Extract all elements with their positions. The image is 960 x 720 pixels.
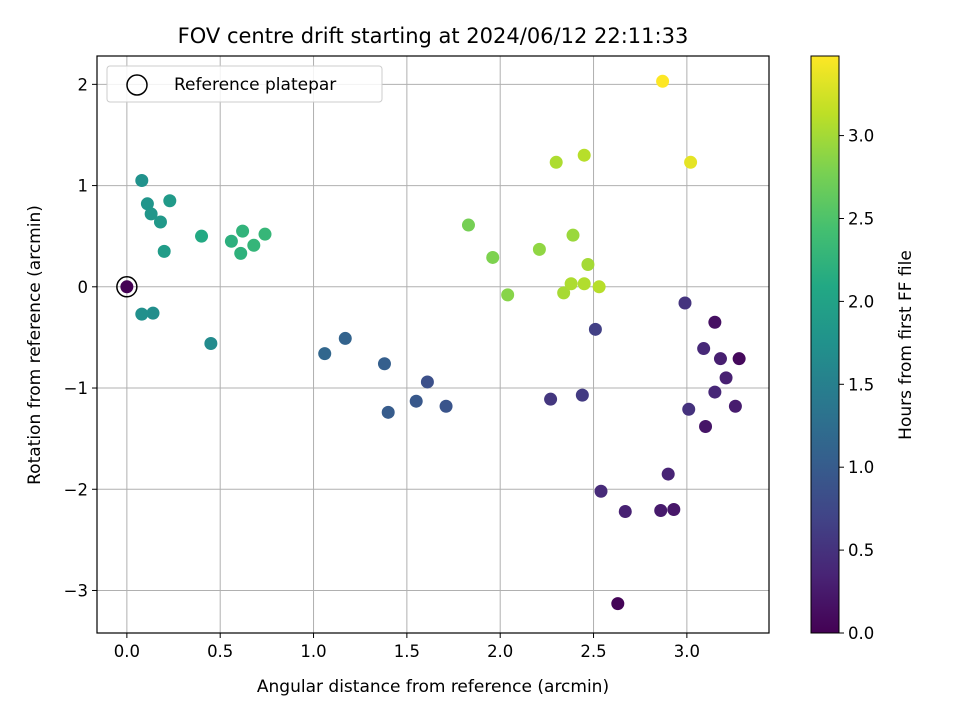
reference-marker xyxy=(116,276,138,298)
y-tick-label: 1 xyxy=(78,177,89,196)
y-axis-label: Rotation from reference (arcmin) xyxy=(25,205,45,485)
data-point xyxy=(588,322,602,336)
colorbar-tick-label: 0.0 xyxy=(848,624,874,643)
y-tick-label: 2 xyxy=(78,75,89,94)
data-point xyxy=(224,234,238,248)
plot-frame xyxy=(96,55,770,634)
data-point xyxy=(381,405,395,419)
data-point xyxy=(719,371,733,385)
data-point xyxy=(157,244,171,258)
data-point xyxy=(258,227,272,241)
colorbar: 0.0 0.5 1.0 1.5 2.0 2.5 3.0 Hours from first F… xyxy=(810,55,916,643)
data-point xyxy=(135,307,149,321)
data-point xyxy=(377,357,391,371)
data-point xyxy=(140,197,154,211)
data-point xyxy=(575,388,589,402)
data-point xyxy=(577,277,591,291)
data-point xyxy=(532,242,546,256)
data-points xyxy=(120,74,746,611)
colorbar-tick-label: 2.5 xyxy=(848,209,874,228)
data-point xyxy=(697,342,711,356)
data-point xyxy=(557,286,571,300)
data-point xyxy=(618,505,632,519)
x-tick-label: 1.0 xyxy=(300,642,326,661)
data-point xyxy=(146,306,160,320)
y-axis-ticks: 2 1 0 −1 −2 −3 xyxy=(64,75,97,600)
x-axis-label: Angular distance from reference (arcmin) xyxy=(257,677,609,697)
reference-platepar-marker xyxy=(116,276,138,298)
data-point xyxy=(592,280,606,294)
data-point xyxy=(732,352,746,366)
data-point xyxy=(566,228,580,242)
data-point xyxy=(163,194,177,208)
data-point xyxy=(153,215,167,229)
colorbar-tick-label: 1.5 xyxy=(848,375,874,394)
data-point xyxy=(682,402,696,416)
data-point xyxy=(236,224,250,238)
data-point xyxy=(247,238,261,252)
data-point xyxy=(234,246,248,260)
data-point xyxy=(338,331,352,345)
colorbar-tick-label: 1.0 xyxy=(848,458,874,477)
data-point xyxy=(708,385,722,399)
data-point xyxy=(409,394,423,408)
y-tick-label: −2 xyxy=(64,480,88,499)
data-point xyxy=(661,467,675,481)
data-point xyxy=(611,597,625,611)
colorbar-label: Hours from first FF file xyxy=(896,250,916,440)
legend-marker-icon xyxy=(126,74,148,96)
colorbar-ticks: 0.0 0.5 1.0 1.5 2.0 2.5 3.0 xyxy=(839,127,874,643)
x-tick-label: 1.5 xyxy=(394,642,420,661)
data-point xyxy=(564,277,578,291)
legend-entry: Reference platepar xyxy=(174,75,336,95)
data-point xyxy=(594,484,608,498)
data-point xyxy=(684,155,698,169)
x-tick-label: 0.5 xyxy=(207,642,233,661)
legend-box xyxy=(106,65,383,103)
data-point xyxy=(654,504,668,518)
data-point xyxy=(144,207,158,221)
data-point xyxy=(486,250,500,264)
data-point xyxy=(699,419,713,433)
data-point xyxy=(708,315,722,329)
colorbar-tick-label: 2.0 xyxy=(848,292,874,311)
data-point xyxy=(318,347,332,361)
y-tick-label: −1 xyxy=(64,379,88,398)
data-point xyxy=(549,155,563,169)
data-point xyxy=(204,336,218,350)
data-point xyxy=(656,74,670,88)
data-point xyxy=(501,288,515,302)
x-tick-label: 0.0 xyxy=(114,642,140,661)
data-point xyxy=(135,174,149,188)
data-point xyxy=(728,399,742,413)
data-point xyxy=(461,218,475,232)
data-point xyxy=(581,258,595,272)
data-point xyxy=(439,399,453,413)
plot-area xyxy=(97,56,769,633)
chart-title: FOV centre drift starting at 2024/06/12 … xyxy=(178,24,689,48)
grid-lines xyxy=(97,56,769,633)
data-point xyxy=(544,392,558,406)
colorbar-gradient xyxy=(810,55,840,634)
y-tick-label: −3 xyxy=(64,581,88,600)
data-point xyxy=(120,280,134,294)
colorbar-tick-label: 3.0 xyxy=(848,127,874,146)
y-tick-label: 0 xyxy=(78,278,89,297)
data-point xyxy=(667,503,681,517)
x-axis-ticks: 0.0 0.5 1.0 1.5 2.0 2.5 3.0 xyxy=(114,633,700,661)
x-tick-label: 2.5 xyxy=(580,642,606,661)
legend: Reference platepar xyxy=(106,65,383,103)
colorbar-tick-label: 0.5 xyxy=(848,541,874,560)
data-point xyxy=(420,375,434,389)
data-point xyxy=(195,229,209,243)
x-tick-label: 3.0 xyxy=(674,642,700,661)
data-point xyxy=(577,148,591,162)
data-point xyxy=(678,296,692,310)
data-point xyxy=(713,352,727,366)
x-tick-label: 2.0 xyxy=(487,642,513,661)
